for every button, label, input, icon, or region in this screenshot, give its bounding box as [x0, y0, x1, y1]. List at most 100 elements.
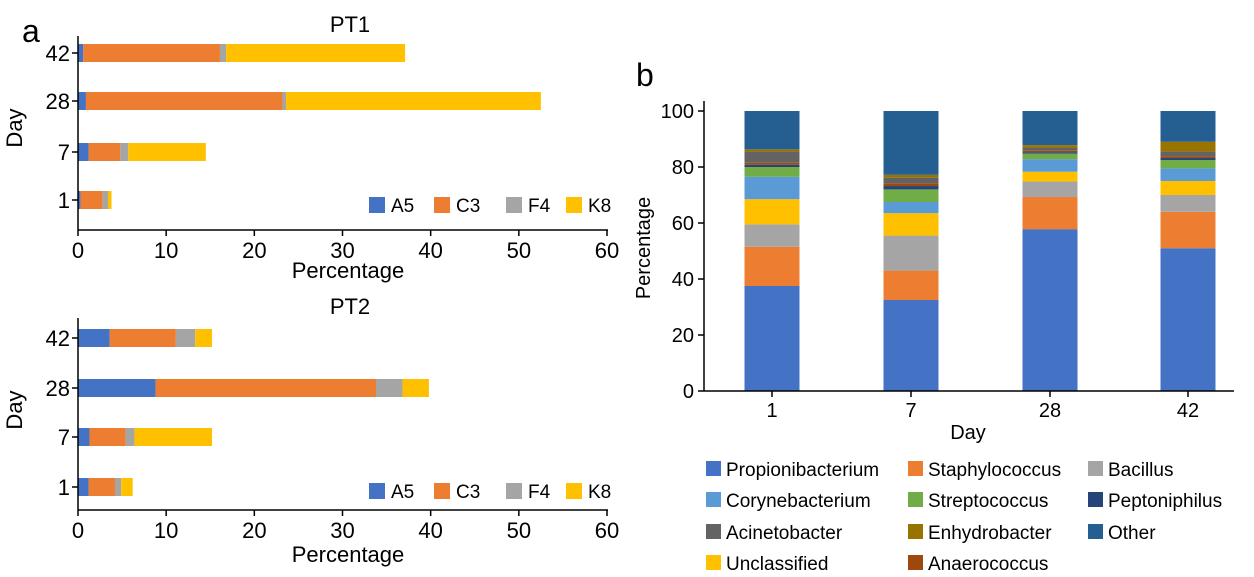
bar-k8-day-42 — [195, 329, 213, 347]
legend-label-streptococcus: Streptococcus — [928, 491, 1048, 512]
bar-a5-day-42 — [78, 44, 84, 62]
bar-k8-day-7 — [128, 143, 206, 161]
legend-swatch-enhydrobacter — [908, 524, 923, 539]
bar-c3-day-28 — [155, 379, 377, 397]
y-axis-title: Day — [2, 390, 27, 429]
bar-anaerococcus-day-42 — [1160, 156, 1216, 159]
legend-swatch-acinetobacter — [706, 524, 721, 539]
panel-a-label: a — [22, 13, 40, 49]
bar-staphylococcus-day-42 — [1160, 211, 1216, 249]
bar-c3-day-1 — [80, 191, 103, 209]
y-tick-label: 80 — [672, 157, 694, 179]
bar-propionibacterium-day-42 — [1160, 248, 1216, 391]
bar-staphylococcus-day-28 — [1022, 196, 1078, 230]
bar-peptoniphilus-day-28 — [1022, 152, 1078, 154]
legend-swatch-propionibacterium — [706, 461, 721, 476]
x-tick-label: 40 — [418, 238, 442, 263]
y-tick-label: 60 — [672, 213, 694, 235]
bar-bacillus-day-42 — [1160, 195, 1216, 212]
bar-acinetobacter-day-42 — [1160, 151, 1216, 157]
bar-unclassified-day-1 — [744, 199, 800, 225]
legend-swatch-c3 — [434, 483, 450, 499]
x-tick-label: 10 — [154, 518, 178, 543]
x-tick-label: 30 — [330, 518, 354, 543]
legend-swatch-bacillus — [1088, 461, 1103, 476]
x-tick-label: 40 — [418, 518, 442, 543]
x-tick-label: 0 — [72, 518, 84, 543]
bar-bacillus-day-7 — [883, 235, 939, 271]
bar-c3-day-1 — [88, 478, 116, 496]
y-tick-label: 0 — [683, 381, 694, 403]
x-tick-label: 10 — [154, 238, 178, 263]
bar-c3-day-7 — [88, 143, 121, 161]
bar-unclassified-day-7 — [883, 213, 939, 236]
x-tick-label: 50 — [507, 238, 531, 263]
legend: Propionibacterium Staphylococcus Bacillus C… — [706, 460, 1222, 575]
legend-swatch-a5 — [369, 197, 385, 213]
x-axis-title: Percentage — [292, 258, 405, 283]
bar-acinetobacter-day-7 — [883, 177, 939, 184]
x-tick-label: 60 — [595, 518, 619, 543]
bar-f4-day-7 — [120, 143, 129, 161]
bar-staphylococcus-day-1 — [744, 246, 800, 286]
legend-label-anaerococcus: Anaerococcus — [928, 554, 1048, 575]
x-tick-label: 20 — [242, 238, 266, 263]
bar-a5-day-1 — [78, 478, 89, 496]
x-tick-label: 1 — [766, 400, 777, 422]
y-tick-label: 28 — [46, 89, 70, 114]
y-tick-label: 20 — [672, 325, 694, 347]
legend-label-k8: K8 — [588, 482, 611, 503]
bar-k8-day-28 — [402, 379, 429, 397]
bar-c3-day-42 — [83, 44, 220, 62]
bar-f4-day-42 — [219, 44, 227, 62]
legend-swatch-corynebacterium — [706, 492, 721, 507]
legend-label-f4: F4 — [528, 196, 551, 217]
legend-label-staphylococcus: Staphylococcus — [928, 460, 1061, 481]
bar-f4-day-1 — [115, 478, 122, 496]
bar-enhydrobacter-day-7 — [883, 174, 939, 178]
legend-swatch-other — [1088, 524, 1103, 539]
bar-unclassified-day-28 — [1022, 171, 1078, 182]
y-tick-label: 28 — [46, 376, 70, 401]
bar-propionibacterium-day-28 — [1022, 229, 1078, 391]
chart-title: PT2 — [330, 294, 370, 319]
x-axis-title: Day — [950, 422, 986, 444]
legend-swatch-f4 — [506, 197, 522, 213]
x-tick-label: 42 — [1177, 400, 1199, 422]
legend-label-enhydrobacter: Enhydrobacter — [928, 523, 1052, 544]
bar-acinetobacter-day-1 — [744, 151, 800, 163]
bar-anaerococcus-day-1 — [744, 162, 800, 165]
y-tick-label: 42 — [46, 41, 70, 66]
bar-a5-day-28 — [78, 379, 156, 397]
x-tick-label: 50 — [507, 518, 531, 543]
y-tick-label: 100 — [661, 101, 694, 123]
y-tick-label: 42 — [46, 326, 70, 351]
bar-a5-day-7 — [78, 428, 90, 446]
panel-b-label: b — [636, 57, 654, 93]
bar-streptococcus-day-7 — [883, 189, 939, 202]
legend-swatch-unclassified — [706, 555, 721, 570]
legend: A5 C3 F4 K8 — [369, 196, 611, 217]
bar-anaerococcus-day-7 — [883, 183, 939, 187]
x-tick-label: 20 — [242, 518, 266, 543]
legend: A5 C3 F4 K8 — [369, 482, 611, 503]
legend-swatch-c3 — [434, 197, 450, 213]
bar-k8-day-1 — [107, 191, 112, 209]
legend-label-k8: K8 — [588, 196, 611, 217]
legend-swatch-f4 — [506, 483, 522, 499]
bar-enhydrobacter-day-42 — [1160, 141, 1216, 152]
bar-propionibacterium-day-1 — [744, 286, 800, 391]
bar-f4-day-28 — [376, 379, 403, 397]
bar-streptococcus-day-28 — [1022, 153, 1078, 160]
bar-k8-day-42 — [226, 44, 406, 62]
bar-unclassified-day-42 — [1160, 181, 1216, 195]
bar-other-day-42 — [1160, 111, 1216, 142]
bar-a5-day-7 — [78, 143, 89, 161]
bar-other-day-7 — [883, 111, 939, 175]
bar-k8-day-1 — [121, 478, 133, 496]
y-axis-title: Day — [2, 108, 27, 147]
bar-streptococcus-day-42 — [1160, 160, 1216, 169]
bar-peptoniphilus-day-42 — [1160, 158, 1216, 160]
bar-a5-day-1 — [78, 191, 81, 209]
